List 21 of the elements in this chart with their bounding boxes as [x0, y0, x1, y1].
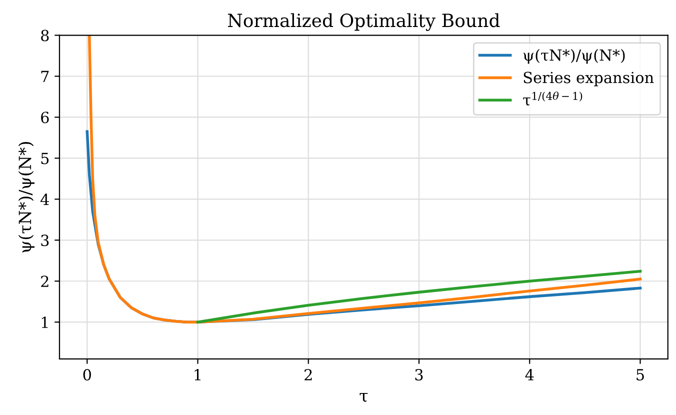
y-tick-label: 6 — [41, 112, 49, 124]
x-tick-label: 0 — [83, 368, 91, 381]
chart-title: Normalized Optimality Bound — [228, 13, 500, 31]
legend-label: τ$^{1/(4θ−1)}$ — [523, 92, 582, 106]
legend-label: Series expansion — [524, 72, 654, 86]
x-tick-label: 3 — [415, 368, 423, 381]
y-axis-title: ψ(τN*)/ψ(N*) — [18, 142, 34, 252]
x-axis-title: τ — [360, 393, 368, 402]
y-tick-label: 1 — [42, 316, 48, 328]
x-tick-label: 2 — [304, 368, 312, 380]
y-tick-label: 7 — [41, 70, 49, 82]
x-tick-label: 4 — [525, 368, 534, 380]
x-tick-label: 1 — [194, 368, 200, 380]
y-tick-label: 3 — [41, 234, 49, 246]
y-tick-label: 2 — [41, 276, 48, 287]
line-series — [196, 270, 642, 324]
legend-label: ψ(τN*)/ψ(N*) — [524, 49, 625, 64]
y-tick-label: 8 — [41, 30, 49, 42]
y-tick-label: 4 — [40, 194, 49, 205]
y-tick-label: 5 — [41, 152, 49, 164]
x-tick-label: 5 — [636, 369, 644, 381]
